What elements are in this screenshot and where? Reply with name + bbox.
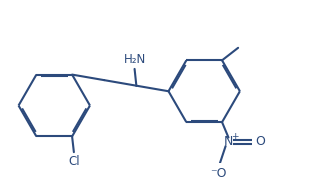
Text: +: +	[231, 132, 239, 141]
Text: ⁻O: ⁻O	[210, 167, 227, 181]
Text: O: O	[255, 135, 265, 148]
Text: Cl: Cl	[68, 155, 80, 168]
Text: H₂N: H₂N	[124, 53, 146, 66]
Text: N: N	[224, 135, 233, 148]
